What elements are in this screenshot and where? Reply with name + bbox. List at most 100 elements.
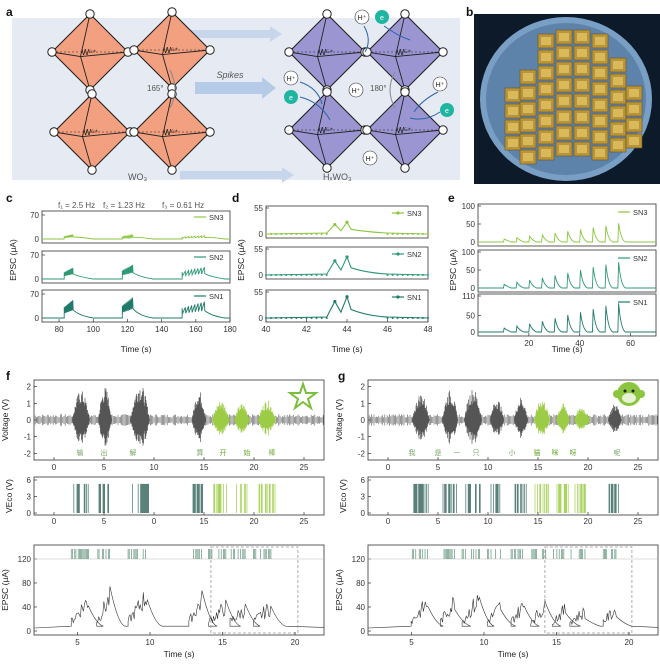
chip-pad xyxy=(629,89,639,97)
panel-b-label: b xyxy=(466,5,473,19)
plot-frame xyxy=(367,544,659,636)
proton-label: H⁺ xyxy=(436,82,445,89)
data-point xyxy=(401,233,404,235)
voice-burst xyxy=(490,401,504,435)
chip-pad xyxy=(595,117,605,125)
legend-label: SN3 xyxy=(209,213,224,222)
vco-spikes xyxy=(556,483,569,513)
w-ion-label: W⁵⁺ xyxy=(396,48,411,57)
y-axis-label: EPSC (μA) xyxy=(0,569,10,611)
chip-pad xyxy=(541,133,551,141)
ion-path xyxy=(299,81,323,105)
x-tick-label: 15 xyxy=(218,638,227,647)
chip-pad xyxy=(559,33,569,41)
chip-pad xyxy=(541,149,551,157)
x-axis-label: Time (s) xyxy=(498,649,529,659)
legend-label: SN1 xyxy=(209,292,224,301)
bond-line xyxy=(317,129,366,136)
chip-pad xyxy=(629,121,639,129)
x-tick-label: 60 xyxy=(626,339,635,348)
vco-spikes xyxy=(608,483,619,513)
oxygen-atom xyxy=(167,165,177,175)
vco-spikes xyxy=(442,483,457,513)
legend-marker xyxy=(396,252,400,256)
oxygen-atom xyxy=(49,127,59,137)
x-tick-label: 42 xyxy=(302,325,311,334)
data-point xyxy=(421,233,424,235)
oxygen-atom xyxy=(167,7,177,17)
ion-path xyxy=(383,25,411,41)
data-point xyxy=(391,317,394,319)
voice-burst xyxy=(514,397,528,438)
syllable-label: 出 xyxy=(101,448,108,457)
spikes-arrow xyxy=(195,77,276,99)
material-right: HₓWO₃ xyxy=(323,172,352,182)
bond-line xyxy=(53,131,83,138)
syllable-label: 只 xyxy=(473,449,480,457)
ions: H⁺ e H⁺ e H⁺ H⁺ e H⁺ xyxy=(283,9,454,166)
plot-frame xyxy=(265,246,429,280)
chip-pad xyxy=(613,141,623,149)
chip-pad xyxy=(559,129,569,137)
y-tick-label: 120 xyxy=(352,555,366,564)
bond-line xyxy=(82,136,93,171)
chip-pad xyxy=(508,139,518,147)
w-ion-label: W⁵⁺ xyxy=(396,126,411,135)
bond-line xyxy=(288,129,318,136)
y-tick-label: 0 xyxy=(361,509,366,518)
chip-pad xyxy=(629,105,639,113)
voice-burst xyxy=(98,387,112,446)
panel-g-plots: 210-1-2Voltage (V)我是一只小猫咪呀呢630VEco (V)0 5… xyxy=(334,379,659,659)
vco-spikes xyxy=(534,483,549,513)
x-tick-label: 160 xyxy=(189,325,203,334)
data-point xyxy=(270,233,273,235)
data-point xyxy=(300,274,303,276)
w-ion-label: W⁵⁺ xyxy=(318,48,333,57)
bond-line xyxy=(162,131,211,138)
voice-burst xyxy=(72,391,90,443)
bond-line xyxy=(317,56,328,91)
oxygen-atom xyxy=(438,125,448,135)
oxygen-atom xyxy=(322,163,332,173)
y-tick-label: 0 xyxy=(259,271,264,280)
y-tick-label: 0 xyxy=(35,235,40,244)
legend-marker xyxy=(396,211,400,215)
angle-left: 165° xyxy=(147,84,164,93)
data-point xyxy=(333,259,337,263)
spike-raster xyxy=(411,549,617,559)
chip-pad xyxy=(613,61,623,69)
highlight-box xyxy=(544,546,633,634)
chip-pad xyxy=(595,101,605,109)
bond-line xyxy=(133,131,163,138)
bond-line xyxy=(162,54,173,89)
y-tick-label: 55 xyxy=(254,204,263,213)
x-tick-label: 80 xyxy=(55,325,64,334)
y-tick-label: -2 xyxy=(358,449,366,458)
oxygen-atom xyxy=(205,127,215,137)
epsc-trace-SN3 xyxy=(42,233,230,240)
x-tick-label: 0 xyxy=(386,517,391,526)
chip-pad xyxy=(523,89,533,97)
x-tick-label: 5 xyxy=(436,463,441,472)
syllable-label: 小 xyxy=(509,448,516,457)
oxygen-atom xyxy=(438,47,448,57)
data-point xyxy=(285,317,288,319)
bond-line xyxy=(317,13,328,57)
data-point xyxy=(333,222,337,227)
proton-label: H⁺ xyxy=(358,15,367,22)
epsc-trace xyxy=(33,586,325,629)
x-axis-label: Time (s) xyxy=(332,344,363,354)
electron-label: e xyxy=(380,15,384,22)
data-point xyxy=(285,274,288,276)
y-tick-label: 0 xyxy=(35,314,40,323)
chip-pad xyxy=(595,133,605,141)
y-tick-label: 6 xyxy=(27,476,32,485)
chip-pad xyxy=(595,149,605,157)
panel-c-plots: 0 70 SN3 0 70 SN2 0 70 SN1 80 100 120 140 160 180 Time … xyxy=(8,210,237,354)
proton-icon xyxy=(283,70,299,86)
data-point xyxy=(386,274,389,276)
proton-icon xyxy=(432,76,448,92)
bond-line xyxy=(366,129,396,136)
data-point xyxy=(406,233,409,235)
